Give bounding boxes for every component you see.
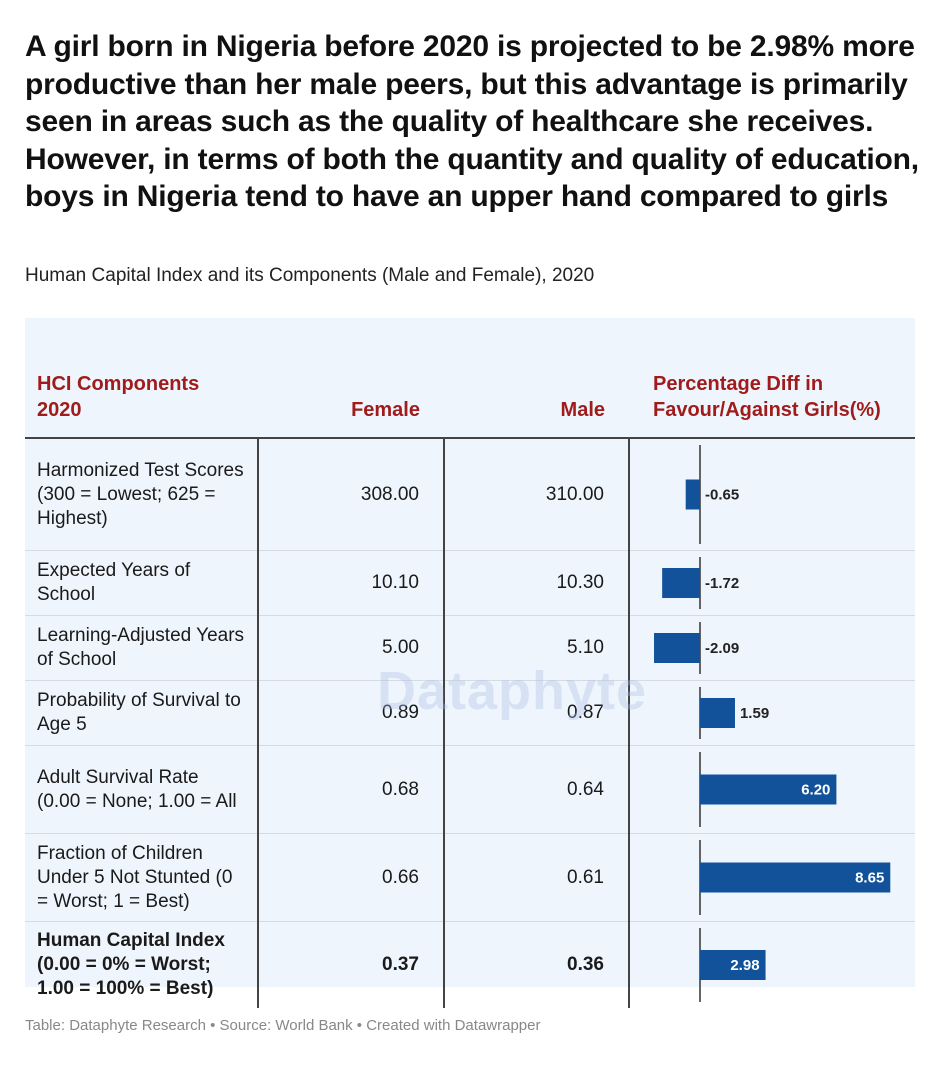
male-value: 0.87 (443, 680, 629, 746)
diff-bar-cell: -2.09 (628, 615, 915, 681)
female-value: 308.00 (257, 438, 444, 551)
male-value: 310.00 (443, 438, 629, 551)
diff-bar (700, 774, 837, 805)
header-component: HCI Components 2020 (25, 318, 258, 439)
diff-bar-cell: 6.20 (628, 745, 915, 834)
diff-value-label: -0.65 (705, 487, 739, 504)
diff-value-label: -1.72 (705, 575, 739, 592)
diff-bar-chart: 2.98 (699, 928, 766, 1002)
header-percentage-diff: Percentage Diff in Favour/Against Girls(… (629, 318, 915, 439)
diff-bar-cell: -0.65 (628, 438, 915, 551)
female-value: 0.68 (257, 745, 444, 834)
row-label: Expected Years of School (25, 550, 258, 616)
table-row: Human Capital Index (0.00 = 0% = Worst; … (25, 921, 915, 1008)
row-label: Adult Survival Rate (0.00 = None; 1.00 =… (25, 745, 258, 834)
diff-bar-cell: -1.72 (628, 550, 915, 616)
female-value: 0.66 (257, 833, 444, 922)
diff-value-label: 2.98 (730, 957, 759, 974)
header-male: Male (444, 318, 629, 439)
table-row: Learning-Adjusted Years of School 5.00 5.1… (25, 615, 915, 681)
male-value: 0.36 (443, 921, 629, 1008)
diff-bar-chart: 6.20 (699, 752, 837, 827)
male-value: 0.64 (443, 745, 629, 834)
hci-table: HCI Components 2020 Female Male Percenta… (25, 318, 915, 1008)
diff-bar (700, 698, 735, 728)
diff-bar (662, 568, 700, 598)
table-row: Expected Years of School 10.10 10.30 -1.72 (25, 550, 915, 616)
row-label: Probability of Survival to Age 5 (25, 680, 258, 746)
table-row: Probability of Survival to Age 5 0.89 0.87… (25, 680, 915, 746)
row-label: Learning-Adjusted Years of School (25, 615, 258, 681)
female-value: 5.00 (257, 615, 444, 681)
female-value: 0.37 (257, 921, 444, 1008)
male-value: 0.61 (443, 833, 629, 922)
table-header-row: HCI Components 2020 Female Male Percenta… (25, 318, 915, 439)
diff-value-label: 6.20 (801, 782, 830, 799)
diff-value-label: 1.59 (740, 705, 769, 722)
diff-bar-cell: 1.59 (628, 680, 915, 746)
male-value: 10.30 (443, 550, 629, 616)
diff-bar-cell: 8.65 (628, 833, 915, 922)
row-label: Harmonized Test Scores (300 = Lowest; 62… (25, 438, 258, 551)
row-label: Human Capital Index (0.00 = 0% = Worst; … (37, 930, 225, 999)
table-row: Adult Survival Rate (0.00 = None; 1.00 =… (25, 745, 915, 834)
diff-bar-chart: -2.09 (654, 622, 739, 674)
diff-value-label: 8.65 (855, 870, 884, 887)
chart-footer: Table: Dataphyte Research • Source: Worl… (25, 1017, 541, 1034)
table-row: Harmonized Test Scores (300 = Lowest; 62… (25, 438, 915, 551)
female-value: 0.89 (257, 680, 444, 746)
male-value: 5.10 (443, 615, 629, 681)
diff-bar-chart: -1.72 (662, 557, 739, 609)
table-body: Harmonized Test Scores (300 = Lowest; 62… (25, 438, 915, 1008)
chart-headline: A girl born in Nigeria before 2020 is pr… (25, 30, 919, 213)
header-female: Female (258, 318, 444, 439)
diff-bar-cell: 2.98 (628, 921, 915, 1008)
table-row: Fraction of Children Under 5 Not Stunted… (25, 833, 915, 922)
diff-bar-chart: 1.59 (699, 687, 769, 739)
diff-bar (700, 862, 891, 893)
diff-bar (700, 950, 766, 980)
chart-subtitle: Human Capital Index and its Components (… (25, 265, 595, 286)
diff-bar-chart: -0.65 (685, 445, 739, 544)
hci-table-container: HCI Components 2020 Female Male Percenta… (25, 318, 915, 1008)
diff-bar (685, 479, 700, 510)
row-label: Fraction of Children Under 5 Not Stunted… (25, 833, 258, 922)
female-value: 10.10 (257, 550, 444, 616)
diff-bar-chart: 8.65 (699, 840, 891, 915)
diff-bar (654, 633, 700, 663)
diff-value-label: -2.09 (705, 640, 739, 657)
